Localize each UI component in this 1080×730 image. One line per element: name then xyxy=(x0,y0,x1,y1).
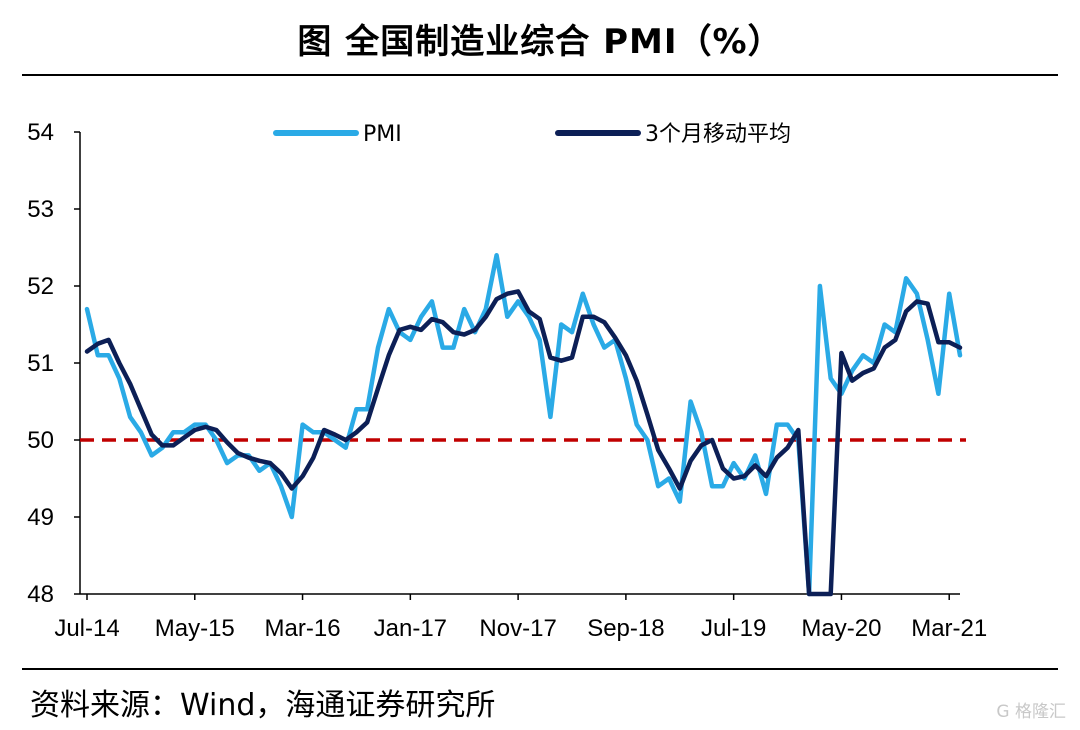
y-tick-label: 51 xyxy=(27,350,54,377)
legend-label: PMI xyxy=(363,122,402,147)
y-tick-label: 53 xyxy=(27,196,54,223)
x-tick-label: May-20 xyxy=(801,615,881,642)
x-tick-label: May-15 xyxy=(155,615,235,642)
x-tick-label: Mar-16 xyxy=(265,615,341,642)
title-divider xyxy=(22,74,1058,76)
x-tick-label: Jul-14 xyxy=(54,615,119,642)
chart-title: 图 全国制造业综合 PMI（%） xyxy=(297,22,783,62)
y-tick-label: 52 xyxy=(27,273,54,300)
series-group xyxy=(84,252,963,597)
source-note: 资料来源：Wind，海通证券研究所 xyxy=(30,688,496,723)
watermark-text: G 格隆汇 xyxy=(996,702,1066,722)
y-tick-label: 54 xyxy=(27,119,54,146)
chart-legend: PMI 3个月移动平均 xyxy=(273,122,791,147)
source-divider xyxy=(22,668,1058,670)
y-tick-label: 50 xyxy=(27,427,54,454)
series-line-pmi xyxy=(84,252,963,597)
x-tick-label: Nov-17 xyxy=(479,615,556,642)
legend-label: 3个月移动平均 xyxy=(645,122,791,147)
x-tick-label: Jan-17 xyxy=(374,615,447,642)
y-tick-label: 48 xyxy=(27,581,54,608)
series-line-3m-average xyxy=(84,289,963,597)
chart-axes: 48 49 50 51 52 53 54 Jul-14 May-15 Mar-16 Jan-17 No… xyxy=(27,119,987,642)
y-tick-label: 49 xyxy=(27,504,54,531)
x-tick-label: Jul-19 xyxy=(701,615,766,642)
x-tick-label: Sep-18 xyxy=(587,615,664,642)
x-tick-label: Mar-21 xyxy=(911,615,987,642)
